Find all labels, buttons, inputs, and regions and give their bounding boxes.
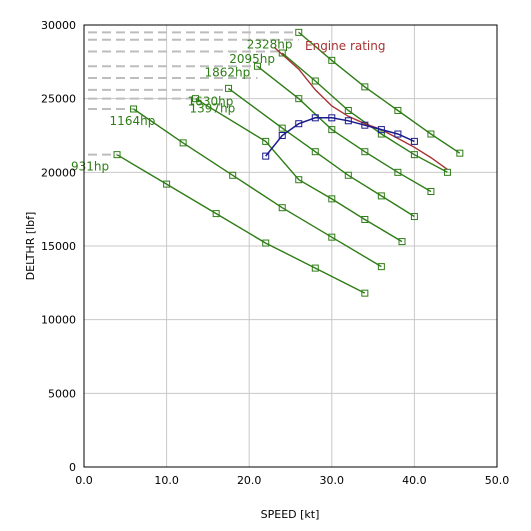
data-point [398,238,406,246]
data-point [295,95,303,103]
y-tick-label: 15000 [41,240,76,253]
data-point [361,215,369,223]
series-line-1397hp [195,98,403,243]
operating-point [410,137,418,145]
series-label: 931hp [71,160,109,174]
data-point [394,106,402,114]
series-line-1630hp [228,87,415,218]
data-point [377,263,385,271]
reference-lines [88,31,299,156]
data-point [225,84,233,92]
operating-point [361,121,369,129]
y-tick-label: 5000 [48,387,76,400]
data-point [229,171,237,179]
x-axis-title: SPEED [kt] [261,508,320,521]
data-point [427,130,435,138]
x-tick-label: 40.0 [402,474,427,487]
data-point [295,28,303,36]
y-tick-label: 30000 [41,19,76,32]
data-point [113,151,121,159]
y-axis-title: DELTHR [lbf] [24,212,37,281]
series-label: 2095hp [229,52,275,66]
data-point [130,105,138,113]
series-line-2328hp [298,31,461,154]
marker-layer [113,28,464,297]
operating-point [377,126,385,134]
data-point [344,171,352,179]
tick-labels: 0.0 10.0 20.0 30.0 40.0 50.0 0 5000 10000 15000 20… [41,19,509,487]
y-tick-label: 20000 [41,166,76,179]
data-point [262,137,270,145]
operating-point [311,114,319,122]
engine-rating-label: Engine rating [305,39,386,53]
data-point [311,77,319,85]
operating-point [394,130,402,138]
data-point [443,168,451,176]
data-point [328,56,336,64]
series-label: 1397hp [190,102,236,116]
data-point [278,124,286,132]
operating-point [278,132,286,139]
engine-rating-line [273,46,448,170]
grid [83,24,498,468]
series-label: 1164hp [110,114,156,128]
data-point [192,95,200,103]
data-point [456,149,464,157]
data-point [311,148,319,156]
series-line-1164hp [133,108,382,268]
data-point [328,126,336,134]
data-point [328,195,336,203]
data-point [278,204,286,212]
data-point [427,187,435,195]
y-tick-label: 25000 [41,93,76,106]
data-point [163,180,171,188]
x-tick-label: 10.0 [154,474,179,487]
series-label: 2328hp [247,37,293,51]
data-point [410,151,418,159]
data-point [344,106,352,114]
data-point [361,83,369,91]
data-point [328,233,336,241]
data-point [394,168,402,176]
series-label: 1862hp [204,65,250,79]
series-line-1862hp [257,65,432,193]
operating-point [328,114,336,122]
data-point [361,148,369,156]
data-point [377,130,385,138]
x-tick-label: 30.0 [320,474,345,487]
plot-frame [83,24,498,468]
operating-line [265,117,415,157]
y-tick-label: 10000 [41,314,76,327]
data-point [253,62,261,70]
data-point [262,239,270,247]
series-label: 1630hp [188,94,234,108]
data-point [311,264,319,272]
data-point [212,210,220,218]
operating-point [344,117,352,125]
data-point [410,213,418,221]
x-tick-label: 20.0 [237,474,262,487]
data-point [278,49,286,57]
data-point [179,139,187,147]
series-line-931hp [116,154,366,294]
operating-point [262,152,270,160]
operating-point [295,120,303,128]
y-tick-label: 0 [69,461,76,474]
data-point [295,176,303,184]
data-point [361,289,369,297]
data-point [377,192,385,200]
x-tick-label: 0.0 [75,474,93,487]
x-tick-label: 50.0 [485,474,510,487]
